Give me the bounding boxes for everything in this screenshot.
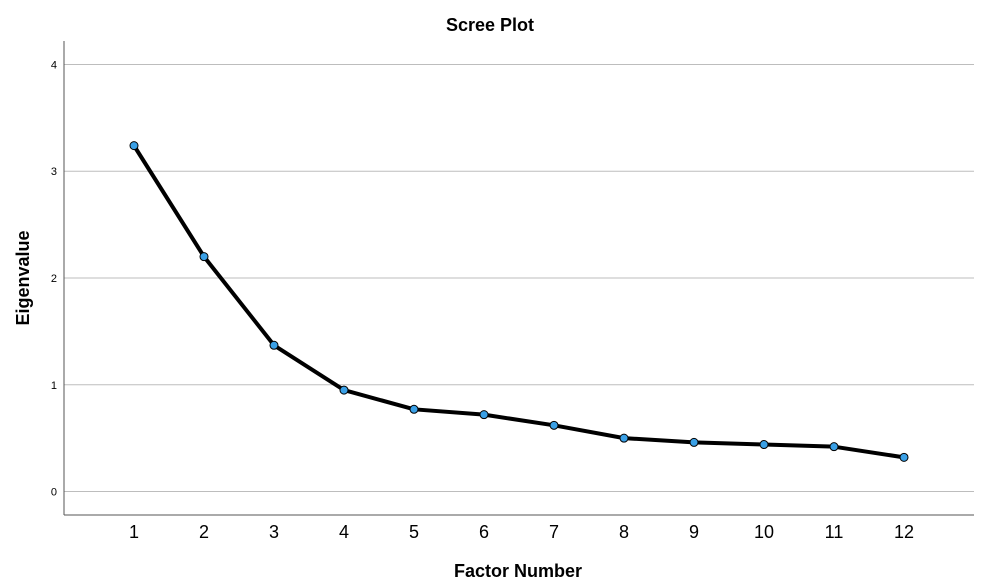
data-point-factor-8: [619, 433, 629, 443]
x-tick-label: 11: [825, 522, 844, 542]
x-tick-labels: 1 2 3 4 5 6 7 8 9 10 11 12: [129, 522, 914, 542]
x-tick-label: 5: [409, 522, 419, 542]
data-point-factor-3: [269, 340, 279, 350]
data-point-factor-5: [409, 404, 419, 414]
y-tick-label: 3: [51, 166, 57, 178]
y-tick-labels: 0 1 2 3 4: [51, 59, 57, 498]
x-tick-label: 3: [269, 522, 279, 542]
data-point-factor-2: [199, 252, 209, 262]
eigenvalue-points: [129, 141, 909, 462]
x-tick-label: 10: [754, 522, 774, 542]
x-tick-label: 7: [549, 522, 559, 542]
x-tick-label: 1: [129, 522, 139, 542]
x-axis-title: Factor Number: [454, 561, 582, 581]
gridlines: [64, 63, 974, 493]
y-tick-label: 4: [51, 59, 57, 71]
data-point-factor-4: [339, 385, 349, 395]
y-tick-label: 0: [51, 487, 57, 499]
data-point-factor-11: [829, 442, 839, 452]
data-point-factor-9: [689, 437, 699, 447]
x-tick-label: 6: [479, 522, 489, 542]
y-tick-label: 2: [51, 273, 57, 285]
data-point-factor-10: [759, 440, 769, 450]
x-tick-label: 9: [689, 522, 699, 542]
x-tick-label: 12: [894, 522, 914, 542]
eigenvalue-line: [132, 143, 906, 460]
y-axis-title: Eigenvalue: [13, 230, 33, 325]
chart-title: Scree Plot: [446, 15, 534, 35]
y-tick-label: 1: [51, 380, 57, 392]
x-tick-label: 4: [339, 522, 349, 542]
data-point-factor-1: [129, 141, 139, 151]
data-point-factor-7: [549, 420, 559, 430]
data-point-factor-6: [479, 410, 489, 420]
data-point-factor-12: [899, 452, 909, 462]
x-tick-label: 8: [619, 522, 629, 542]
x-tick-label: 2: [199, 522, 209, 542]
